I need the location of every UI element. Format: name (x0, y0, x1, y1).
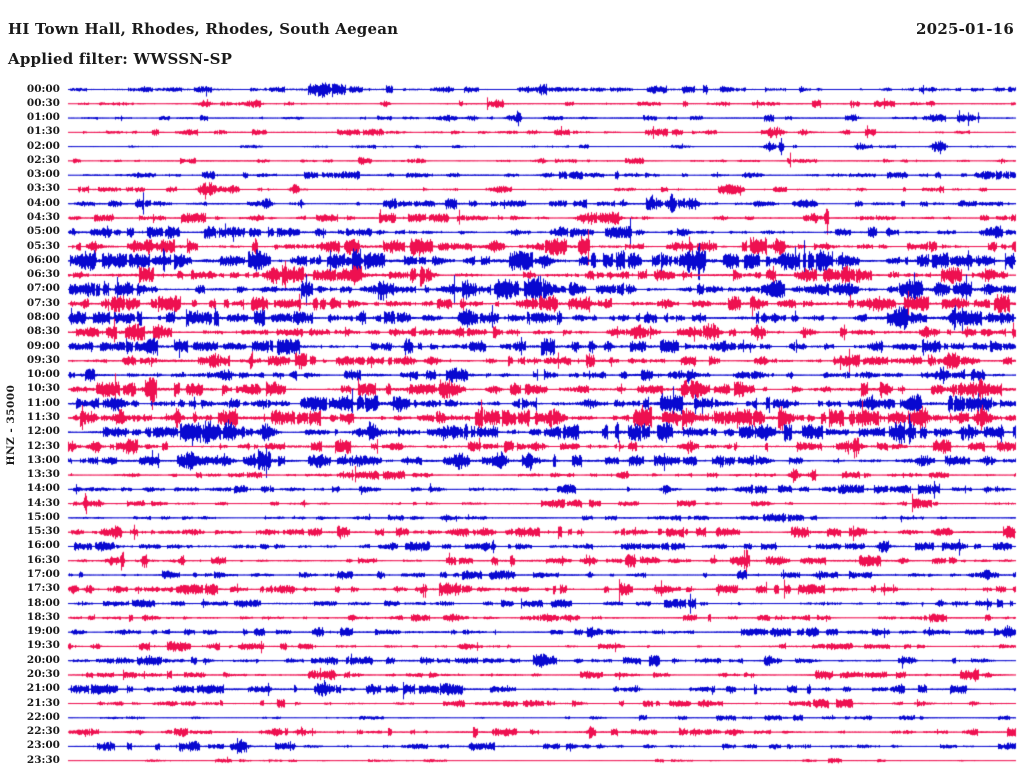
time-label-06:00: 06:00 (26, 253, 60, 266)
time-label-05:00: 05:00 (26, 225, 60, 238)
time-label-17:00: 17:00 (26, 568, 60, 581)
time-label-15:30: 15:30 (26, 525, 60, 538)
time-label-21:00: 21:00 (26, 682, 60, 695)
time-label-13:00: 13:00 (26, 453, 60, 466)
time-label-01:00: 01:00 (26, 111, 60, 124)
time-label-07:30: 07:30 (26, 296, 60, 309)
time-label-11:00: 11:00 (26, 396, 60, 409)
time-label-10:30: 10:30 (26, 382, 60, 395)
time-label-18:00: 18:00 (26, 596, 60, 609)
time-label-18:30: 18:30 (26, 610, 60, 623)
time-label-21:30: 21:30 (26, 696, 60, 709)
time-label-03:30: 03:30 (26, 182, 60, 195)
time-label-09:00: 09:00 (26, 339, 60, 352)
time-label-12:00: 12:00 (26, 425, 60, 438)
time-label-12:30: 12:30 (26, 439, 60, 452)
time-label-11:30: 11:30 (26, 410, 60, 423)
time-label-03:00: 03:00 (26, 168, 60, 181)
time-label-23:00: 23:00 (26, 739, 60, 752)
record-date: 2025-01-16 (916, 20, 1014, 38)
time-label-16:30: 16:30 (26, 553, 60, 566)
time-label-04:30: 04:30 (26, 211, 60, 224)
time-label-04:00: 04:00 (26, 196, 60, 209)
time-label-13:30: 13:30 (26, 468, 60, 481)
time-label-08:30: 08:30 (26, 325, 60, 338)
time-label-00:00: 00:00 (26, 82, 60, 95)
time-label-14:00: 14:00 (26, 482, 60, 495)
time-label-23:30: 23:30 (26, 753, 60, 766)
time-label-05:30: 05:30 (26, 239, 60, 252)
time-label-19:30: 19:30 (26, 639, 60, 652)
time-label-14:30: 14:30 (26, 496, 60, 509)
time-label-19:00: 19:00 (26, 625, 60, 638)
time-label-02:00: 02:00 (26, 139, 60, 152)
filter-label: Applied filter: WWSSN-SP (8, 50, 233, 68)
time-label-02:30: 02:30 (26, 153, 60, 166)
time-label-16:00: 16:00 (26, 539, 60, 552)
time-label-20:00: 20:00 (26, 653, 60, 666)
time-label-07:00: 07:00 (26, 282, 60, 295)
time-label-10:00: 10:00 (26, 368, 60, 381)
station-title: HI Town Hall, Rhodes, Rhodes, South Aege… (8, 20, 399, 38)
time-label-20:30: 20:30 (26, 667, 60, 680)
time-label-00:30: 00:30 (26, 96, 60, 109)
time-label-17:30: 17:30 (26, 582, 60, 595)
time-label-22:00: 22:00 (26, 710, 60, 723)
time-label-06:30: 06:30 (26, 268, 60, 281)
time-label-08:00: 08:00 (26, 310, 60, 323)
time-label-15:00: 15:00 (26, 510, 60, 523)
time-label-09:30: 09:30 (26, 353, 60, 366)
time-label-01:30: 01:30 (26, 125, 60, 138)
time-label-22:30: 22:30 (26, 725, 60, 738)
